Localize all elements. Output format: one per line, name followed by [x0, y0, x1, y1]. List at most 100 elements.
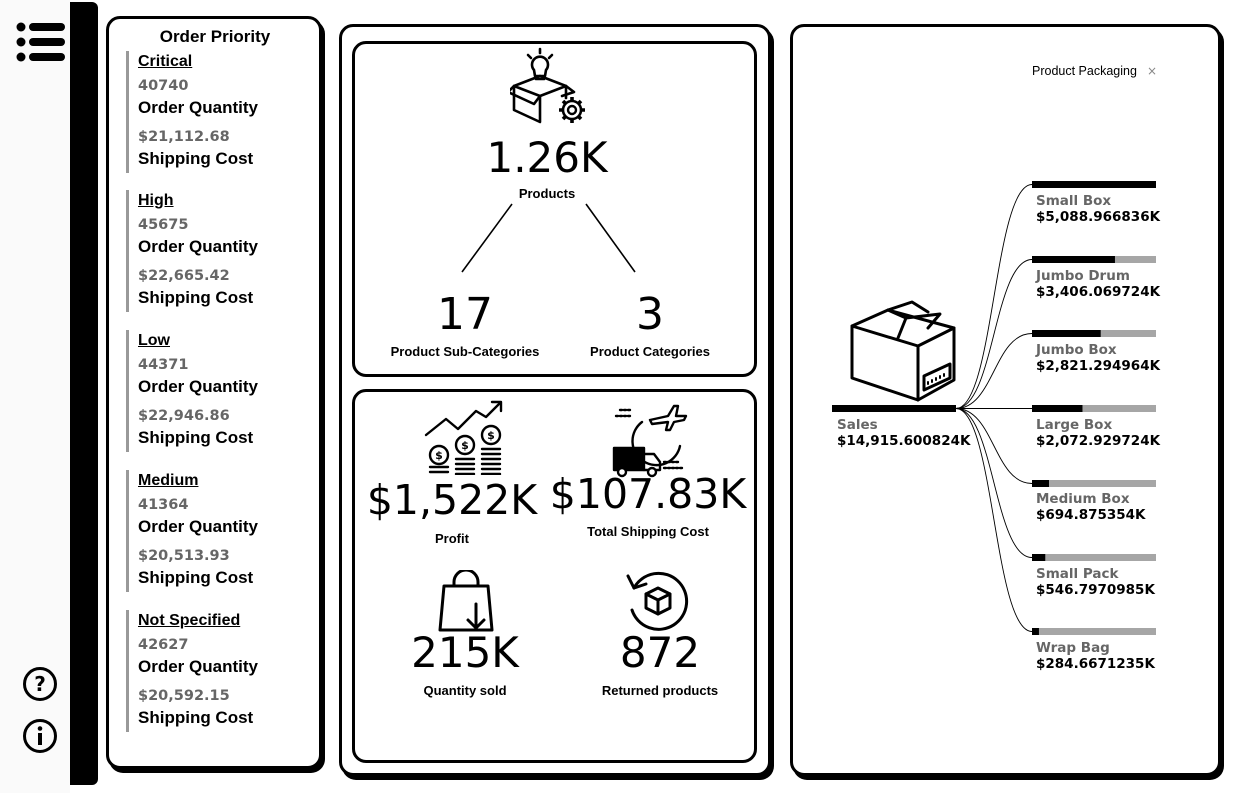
leaf-node-name: Jumbo Drum: [1036, 268, 1130, 284]
leaf-bar-track: [1032, 554, 1156, 561]
priority-name[interactable]: Critical: [138, 53, 193, 70]
priority-name[interactable]: High: [138, 192, 174, 209]
priority-group-not-specified: Not Specified 42627 Order Quantity $20,5…: [126, 610, 316, 732]
svg-text:$: $: [435, 449, 443, 462]
priority-group-high: High 45675 Order Quantity $22,665.42 Shi…: [126, 190, 316, 312]
returned-products-value: 872: [619, 628, 701, 677]
shipping-box-icon: [848, 298, 960, 404]
leaf-bar-fill: [1032, 554, 1046, 561]
profit-label: Profit: [435, 531, 469, 546]
order-quantity-label: Order Quantity: [138, 657, 258, 676]
leaf-bar-track: [1032, 628, 1156, 635]
total-shipping-cost-label: Total Shipping Cost: [587, 524, 709, 539]
leaf-node-name: Medium Box: [1036, 491, 1130, 507]
money-growth-icon: $ $ $: [424, 397, 506, 476]
order-priority-title: Order Priority: [159, 27, 271, 46]
products-card: [352, 41, 757, 377]
sales-kpis-card: [352, 389, 757, 763]
leaf-bar-track: [1032, 480, 1156, 487]
menu-icon[interactable]: [16, 22, 66, 62]
order-quantity-value: 42627: [138, 637, 189, 653]
leaf-node-name: Wrap Bag: [1036, 640, 1110, 656]
return-box-icon: [624, 568, 692, 634]
sub-categories-value: 17: [437, 289, 493, 340]
priority-name[interactable]: Low: [138, 332, 170, 349]
leaf-bar-fill: [1032, 628, 1039, 635]
leaf-node-small-pack[interactable]: Small Pack $546.7970985K: [1036, 566, 1166, 599]
tree-level-close-icon[interactable]: ×: [1147, 64, 1158, 78]
priority-group-low: Low 44371 Order Quantity $22,946.86 Ship…: [126, 330, 316, 452]
shipping-cost-value: $22,946.86: [138, 408, 230, 424]
order-quantity-label: Order Quantity: [138, 517, 258, 536]
leaf-bar-fill: [1032, 330, 1101, 337]
shipping-cost-label: Shipping Cost: [138, 288, 254, 307]
decomposition-tree-card: [790, 24, 1221, 776]
shipping-cost-value: $22,665.42: [138, 268, 230, 284]
order-quantity-value: 44371: [138, 357, 189, 373]
products-label: Products: [518, 186, 576, 201]
root-node[interactable]: Sales $14,915.600824K: [837, 417, 1007, 450]
tree-bars: [832, 181, 1156, 635]
leaf-node-name: Large Box: [1036, 417, 1113, 433]
help-icon[interactable]: ?: [22, 666, 58, 702]
order-quantity-label: Order Quantity: [138, 98, 258, 117]
leaf-node-value: $284.6671235K: [1036, 656, 1155, 672]
leaf-node-name: Small Box: [1036, 193, 1112, 209]
total-shipping-cost-value: $107.83K: [549, 470, 747, 518]
leaf-node-medium-box[interactable]: Medium Box $694.875354K: [1036, 491, 1166, 524]
leaf-node-name: Small Pack: [1036, 566, 1119, 582]
left-rail: [0, 0, 70, 793]
priority-name[interactable]: Medium: [138, 472, 199, 489]
leaf-node-large-box[interactable]: Large Box $2,072.929724K: [1036, 417, 1166, 450]
products-value: 1.26K: [486, 133, 608, 182]
quantity-sold-label: Quantity sold: [423, 683, 507, 698]
tree-link: [955, 408, 1033, 558]
categories-value: 3: [636, 289, 664, 340]
tree-link: [955, 408, 1033, 484]
order-quantity-value: 41364: [138, 497, 189, 513]
info-icon[interactable]: [22, 718, 58, 754]
priority-group-medium: Medium 41364 Order Quantity $20,513.93 S…: [126, 470, 316, 592]
leaf-node-jumbo-box[interactable]: Jumbo Box $2,821.294964K: [1036, 342, 1166, 375]
products-connector-lines: [461, 203, 636, 273]
root-bar: [832, 405, 956, 412]
leaf-bar-fill: [1032, 405, 1083, 412]
order-priority-card: [106, 16, 322, 769]
tree-links: [955, 184, 1033, 632]
profit-value: $1,522K: [366, 476, 538, 524]
tree-link: [955, 184, 1033, 409]
sub-categories-label: Product Sub-Categories: [390, 344, 540, 359]
leaf-bar-track: [1032, 405, 1156, 412]
returned-products-label: Returned products: [601, 683, 719, 698]
order-quantity-label: Order Quantity: [138, 237, 258, 256]
leaf-node-name: Jumbo Box: [1036, 342, 1117, 358]
leaf-node-value: $2,821.294964K: [1036, 358, 1161, 374]
delivery-truck-plane-icon: [610, 402, 690, 478]
decomposition-tree-chart: [832, 181, 1156, 635]
leaf-bar-fill: [1032, 256, 1115, 263]
leaf-node-jumbo-drum[interactable]: Jumbo Drum $3,406.069724K: [1036, 268, 1166, 301]
tree-link: [955, 333, 1033, 409]
leaf-node-value: $5,088.966836K: [1036, 209, 1161, 225]
leaf-node-value: $3,406.069724K: [1036, 284, 1161, 300]
leaf-node-value: $546.7970985K: [1036, 582, 1155, 598]
shipping-cost-label: Shipping Cost: [138, 568, 254, 587]
root-node-name: Sales: [837, 417, 878, 433]
priority-group-critical: Critical 40740 Order Quantity $21,112.68…: [126, 51, 316, 173]
shipping-cost-label: Shipping Cost: [138, 708, 254, 727]
order-quantity-label: Order Quantity: [138, 377, 258, 396]
leaf-node-wrap-bag[interactable]: Wrap Bag $284.6671235K: [1036, 640, 1166, 673]
order-quantity-value: 45675: [138, 217, 189, 233]
leaf-bar-fill: [1032, 480, 1049, 487]
priority-name[interactable]: Not Specified: [138, 612, 241, 629]
shopping-bag-icon: [436, 568, 496, 634]
leaf-node-small-box[interactable]: Small Box $5,088.966836K: [1036, 193, 1166, 226]
sidebar-divider-bar: [70, 2, 98, 785]
tree-link: [955, 408, 1033, 632]
leaf-bar-fill: [1032, 181, 1156, 188]
svg-text:$: $: [461, 439, 469, 452]
svg-text:?: ?: [34, 672, 46, 696]
product-box-lightbulb-icon: [506, 46, 590, 128]
shipping-cost-value: $20,513.93: [138, 548, 230, 564]
categories-label: Product Categories: [590, 344, 710, 359]
